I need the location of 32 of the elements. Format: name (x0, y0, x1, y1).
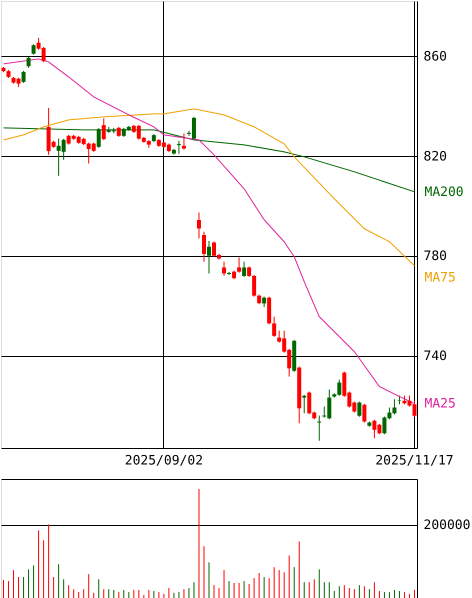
x-tick-label: 2025/09/02 (124, 454, 204, 468)
x-tick-label: 2025/11/17 (375, 454, 454, 468)
candlestick (102, 118, 106, 141)
y-tick-label: 820 (424, 149, 447, 164)
candlestick (357, 401, 362, 418)
candlestick (257, 294, 262, 305)
candlestick (22, 70, 26, 84)
candlestick (26, 56, 31, 68)
y-tick-label: 860 (424, 49, 447, 64)
candlestick (196, 212, 201, 239)
y-tick-label: 780 (424, 249, 447, 264)
y-tick-label: 200000 (424, 518, 470, 534)
candlestick (116, 126, 121, 138)
candlestick (262, 296, 266, 308)
candlestick (252, 274, 256, 298)
candlestick (222, 261, 226, 276)
line-series (3, 108, 415, 266)
candlestick (182, 133, 186, 150)
candlestick (242, 261, 246, 278)
candlestick (32, 44, 36, 56)
candlestick (207, 240, 211, 274)
series-label: MA75 (424, 270, 456, 286)
series-label: MA25 (424, 396, 456, 412)
candlestick (176, 140, 181, 154)
y-tick-label: 740 (424, 349, 447, 364)
candlestick (317, 415, 322, 442)
candlestick (247, 266, 252, 278)
candlestick (272, 316, 276, 338)
candlestick (362, 403, 366, 424)
candlestick (202, 231, 206, 262)
candlestick (237, 256, 242, 274)
series-label: MA200 (424, 184, 464, 200)
